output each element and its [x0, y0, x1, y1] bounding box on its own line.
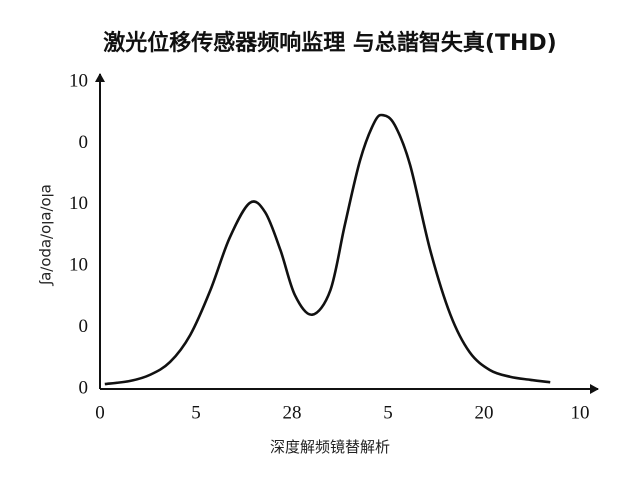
y-tick-label: 0 — [79, 377, 89, 398]
y-tick-label: 10 — [69, 70, 88, 91]
chart-title: 激光位移传感器频响监理 与总諧智失真(THD) — [103, 30, 556, 56]
x-axis-label: 深度解频镜替解析 — [270, 438, 390, 456]
x-tick-label: 28 — [283, 402, 302, 423]
x-tick-label: 5 — [383, 402, 393, 423]
y-axis-label: ɐlo/ɐlo/ɐpo/ɐʃ — [38, 184, 56, 287]
x-tick-label: 5 — [191, 402, 201, 423]
x-tick-label: 20 — [475, 402, 494, 423]
y-tick-label: 10 — [69, 193, 88, 214]
line-series — [104, 113, 551, 386]
y-tick-label: 10 — [69, 255, 88, 276]
y-tick-label: 0 — [79, 316, 89, 337]
y-tick-label: 0 — [79, 132, 89, 153]
x-tick-label: 0 — [95, 402, 105, 423]
x-tick-label: 10 — [571, 402, 590, 423]
